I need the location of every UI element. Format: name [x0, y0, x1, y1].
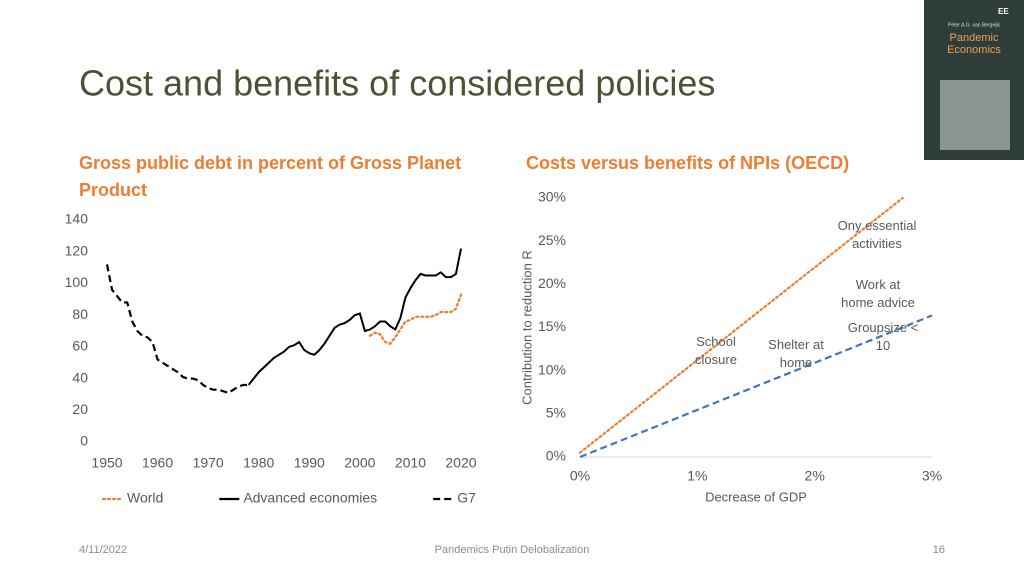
x-tick-label: 2010 — [395, 455, 426, 471]
annotation: Groupsize < 10 — [848, 320, 918, 353]
cover-title-box: Pandemic Economics — [947, 32, 1001, 56]
y-tick-label: 140 — [65, 211, 89, 227]
page-number: 16 — [933, 544, 945, 556]
cover-art — [940, 80, 1010, 150]
annotation: School closure — [695, 334, 737, 367]
annotation-line: Groupsize < — [848, 320, 918, 335]
y-tick-label: 60 — [72, 338, 88, 354]
x-tick-label: 0% — [570, 468, 590, 484]
y-tick-label: 30% — [538, 189, 566, 205]
y-tick-label: 100 — [65, 274, 89, 290]
chart-title: Costs versus benefits of NPIs (OECD) — [526, 153, 850, 173]
series-line — [105, 264, 249, 395]
annotation-line: home — [780, 355, 813, 370]
footer-text: Pandemics Putin Delobalization — [435, 544, 590, 556]
y-tick-label: 0% — [546, 448, 566, 464]
y-tick-label: 25% — [538, 232, 566, 248]
series-line — [247, 248, 462, 386]
chart-title: Gross public debt in percent of Gross Pl… — [79, 153, 462, 200]
annotation-line: Ony essential — [838, 218, 917, 233]
footer-date: 4/11/2022 — [79, 544, 127, 556]
annotation-line: closure — [695, 352, 737, 367]
y-tick-label: 120 — [65, 242, 89, 258]
annotation-line: School — [696, 334, 736, 349]
y-tick-label: 80 — [72, 306, 88, 322]
annotation-line: 10 — [876, 338, 890, 353]
cover-title: Pandemic Economics — [947, 32, 1001, 56]
x-tick-label: 2000 — [344, 455, 375, 471]
annotation: Work at home advice — [841, 277, 915, 310]
y-tick-label: 5% — [546, 405, 566, 421]
x-tick-label: 1% — [687, 468, 707, 484]
annotation-line: activities — [852, 236, 902, 251]
annotation: Ony essential activities — [838, 218, 917, 251]
x-axis-label: Decrease of GDP — [705, 489, 807, 504]
y-tick-label: 20% — [538, 275, 566, 291]
x-tick-label: 2% — [805, 468, 825, 484]
annotation-line: Work at — [856, 277, 901, 292]
y-tick-label: 0 — [80, 433, 88, 449]
y-tick-label: 10% — [538, 361, 566, 377]
legend-label: Advanced economies — [243, 490, 377, 506]
cover-logo: EE — [998, 7, 1009, 16]
x-tick-label: 1950 — [91, 455, 122, 471]
annotation-line: home advice — [841, 295, 915, 310]
x-tick-label: 1980 — [243, 455, 274, 471]
annotation: Shelter at home — [768, 337, 824, 370]
x-tick-label: 1990 — [294, 455, 325, 471]
slide-title: Cost and benefits of considered policies — [79, 63, 715, 104]
x-tick-label: 1970 — [193, 455, 224, 471]
series-line — [579, 314, 933, 459]
series-line — [578, 196, 904, 454]
y-axis-label: Contribution to reduction R — [519, 250, 534, 405]
legend-label: World — [127, 490, 163, 506]
series-line — [368, 293, 463, 345]
annotation-line: Shelter at — [768, 337, 824, 352]
y-tick-label: 15% — [538, 318, 566, 334]
x-tick-label: 3% — [922, 468, 942, 484]
legend-label: G7 — [457, 490, 476, 506]
y-tick-label: 20 — [72, 401, 88, 417]
x-tick-label: 2020 — [445, 455, 476, 471]
x-tick-label: 1960 — [142, 455, 173, 471]
cover-author: Peter A.G. van Bergeijk — [948, 22, 1000, 28]
y-tick-label: 40 — [72, 369, 88, 385]
